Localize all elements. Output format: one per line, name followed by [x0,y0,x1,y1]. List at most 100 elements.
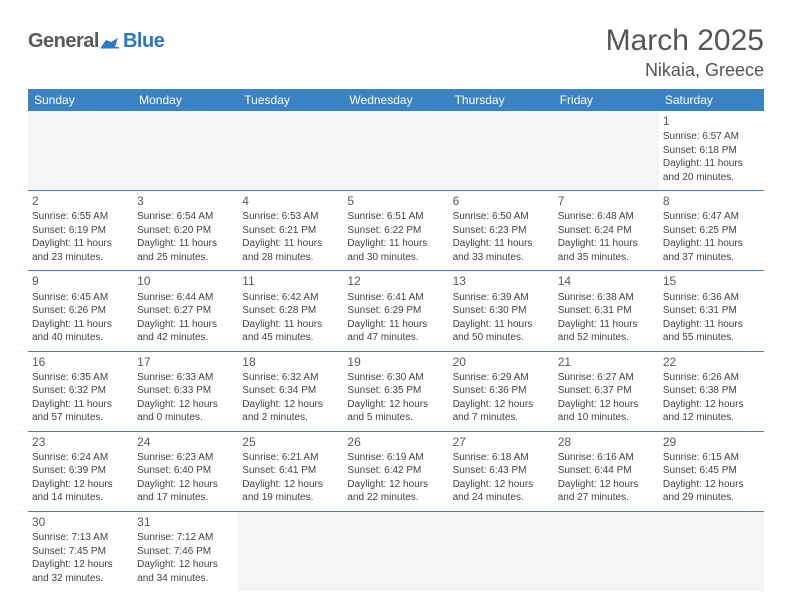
day-cell: 17Sunrise: 6:33 AMSunset: 6:33 PMDayligh… [133,351,238,431]
day-cell: 25Sunrise: 6:21 AMSunset: 6:41 PMDayligh… [238,431,343,511]
blank-cell [238,111,343,191]
blank-cell [343,111,448,191]
blank-cell [659,511,764,591]
day-of-week-row: Sunday Monday Tuesday Wednesday Thursday… [28,89,764,111]
sunset-text: Sunset: 6:26 PM [32,304,129,318]
day1-text: Daylight: 12 hours [32,478,129,492]
sunrise-text: Sunrise: 6:50 AM [453,210,550,224]
day-cell: 21Sunrise: 6:27 AMSunset: 6:37 PMDayligh… [554,351,659,431]
day1-text: Daylight: 11 hours [663,237,760,251]
sunrise-text: Sunrise: 6:51 AM [347,210,444,224]
sunset-text: Sunset: 6:42 PM [347,464,444,478]
day-number: 21 [558,354,655,370]
day-cell: 24Sunrise: 6:23 AMSunset: 6:40 PMDayligh… [133,431,238,511]
sunset-text: Sunset: 6:35 PM [347,384,444,398]
sunset-text: Sunset: 6:30 PM [453,304,550,318]
day1-text: Daylight: 12 hours [347,478,444,492]
day2-text: and 47 minutes. [347,331,444,345]
sunset-text: Sunset: 6:21 PM [242,224,339,238]
day-number: 13 [453,273,550,289]
day-number: 14 [558,273,655,289]
sunset-text: Sunset: 6:44 PM [558,464,655,478]
sunrise-text: Sunrise: 6:39 AM [453,291,550,305]
day-cell: 9Sunrise: 6:45 AMSunset: 6:26 PMDaylight… [28,271,133,351]
day-number: 3 [137,193,234,209]
day-number: 12 [347,273,444,289]
day1-text: Daylight: 11 hours [558,237,655,251]
day2-text: and 22 minutes. [347,491,444,505]
sunset-text: Sunset: 6:41 PM [242,464,339,478]
sunrise-text: Sunrise: 6:32 AM [242,371,339,385]
calendar-row: 9Sunrise: 6:45 AMSunset: 6:26 PMDaylight… [28,271,764,351]
logo: General Blue [28,24,164,53]
day1-text: Daylight: 12 hours [242,398,339,412]
day1-text: Daylight: 11 hours [242,237,339,251]
sunset-text: Sunset: 6:34 PM [242,384,339,398]
day1-text: Daylight: 12 hours [558,398,655,412]
sunrise-text: Sunrise: 6:53 AM [242,210,339,224]
sunset-text: Sunset: 6:31 PM [558,304,655,318]
day2-text: and 52 minutes. [558,331,655,345]
day-number: 19 [347,354,444,370]
day2-text: and 2 minutes. [242,411,339,425]
day1-text: Daylight: 11 hours [453,318,550,332]
blank-cell [554,511,659,591]
sunrise-text: Sunrise: 6:27 AM [558,371,655,385]
day1-text: Daylight: 12 hours [663,398,760,412]
day2-text: and 30 minutes. [347,251,444,265]
sunset-text: Sunset: 6:27 PM [137,304,234,318]
day1-text: Daylight: 12 hours [663,478,760,492]
day2-text: and 35 minutes. [558,251,655,265]
sunset-text: Sunset: 6:20 PM [137,224,234,238]
month-title: March 2025 [606,24,764,58]
day-cell: 7Sunrise: 6:48 AMSunset: 6:24 PMDaylight… [554,191,659,271]
sunset-text: Sunset: 6:43 PM [453,464,550,478]
sunrise-text: Sunrise: 6:19 AM [347,451,444,465]
sunrise-text: Sunrise: 6:36 AM [663,291,760,305]
day2-text: and 7 minutes. [453,411,550,425]
day2-text: and 5 minutes. [347,411,444,425]
day-number: 16 [32,354,129,370]
blank-cell [238,511,343,591]
day2-text: and 45 minutes. [242,331,339,345]
dow-saturday: Saturday [659,89,764,111]
day2-text: and 20 minutes. [663,171,760,185]
day-cell: 14Sunrise: 6:38 AMSunset: 6:31 PMDayligh… [554,271,659,351]
sunset-text: Sunset: 6:23 PM [453,224,550,238]
day-number: 22 [663,354,760,370]
sunset-text: Sunset: 6:36 PM [453,384,550,398]
day1-text: Daylight: 11 hours [32,398,129,412]
day2-text: and 29 minutes. [663,491,760,505]
dow-tuesday: Tuesday [238,89,343,111]
day2-text: and 42 minutes. [137,331,234,345]
day1-text: Daylight: 11 hours [137,237,234,251]
sunrise-text: Sunrise: 6:55 AM [32,210,129,224]
day1-text: Daylight: 12 hours [453,398,550,412]
sunset-text: Sunset: 6:39 PM [32,464,129,478]
header: General Blue March 2025 Nikaia, Greece [28,24,764,89]
day2-text: and 19 minutes. [242,491,339,505]
day1-text: Daylight: 12 hours [137,398,234,412]
day-number: 2 [32,193,129,209]
day2-text: and 55 minutes. [663,331,760,345]
day-number: 26 [347,434,444,450]
day2-text: and 23 minutes. [32,251,129,265]
day1-text: Daylight: 12 hours [137,478,234,492]
sunrise-text: Sunrise: 6:29 AM [453,371,550,385]
sunrise-text: Sunrise: 6:47 AM [663,210,760,224]
flag-icon [101,35,121,49]
day1-text: Daylight: 12 hours [347,398,444,412]
day1-text: Daylight: 12 hours [453,478,550,492]
day-number: 25 [242,434,339,450]
day1-text: Daylight: 12 hours [558,478,655,492]
sunrise-text: Sunrise: 6:57 AM [663,130,760,144]
day2-text: and 27 minutes. [558,491,655,505]
logo-text-1: General [28,30,99,53]
day-number: 5 [347,193,444,209]
day2-text: and 10 minutes. [558,411,655,425]
sunrise-text: Sunrise: 6:23 AM [137,451,234,465]
day1-text: Daylight: 11 hours [558,318,655,332]
dow-monday: Monday [133,89,238,111]
day-cell: 30Sunrise: 7:13 AMSunset: 7:45 PMDayligh… [28,511,133,591]
sunrise-text: Sunrise: 6:54 AM [137,210,234,224]
